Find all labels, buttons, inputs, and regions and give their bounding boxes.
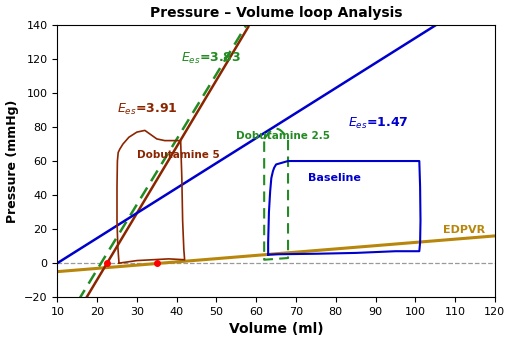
Title: Pressure – Volume loop Analysis: Pressure – Volume loop Analysis	[150, 5, 402, 19]
Text: EDPVR: EDPVR	[443, 224, 485, 235]
Text: $E_{es}$=1.47: $E_{es}$=1.47	[347, 116, 408, 131]
Text: Dobutamine 2.5: Dobutamine 2.5	[236, 131, 330, 141]
Y-axis label: Pressure (mmHg): Pressure (mmHg)	[6, 99, 18, 223]
Text: $E_{es}$=3.91: $E_{es}$=3.91	[117, 102, 178, 118]
Text: Dobutamine 5: Dobutamine 5	[137, 149, 220, 160]
X-axis label: Volume (ml): Volume (ml)	[229, 323, 323, 337]
Text: Baseline: Baseline	[308, 173, 361, 183]
Text: $E_{es}$=3.83: $E_{es}$=3.83	[181, 51, 241, 66]
